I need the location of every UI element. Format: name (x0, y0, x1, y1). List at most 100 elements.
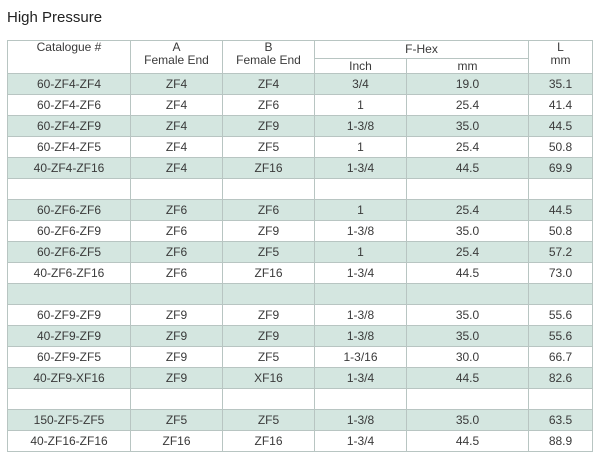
cell-a: ZF4 (130, 136, 223, 158)
cell-mm: 25.4 (405, 241, 530, 263)
cell-inch: 1 (314, 136, 407, 158)
table-row: 60-ZF6-ZF9 ZF6 ZF9 1-3/8 35.0 50.8 (7, 220, 594, 242)
cell-b: ZF5 (222, 346, 315, 368)
cell-catalogue: 60-ZF6-ZF5 (7, 241, 131, 263)
cell-inch (314, 178, 407, 200)
table-row-spacer (7, 283, 594, 305)
cell-mm: 44.5 (405, 367, 530, 389)
cell-catalogue: 40-ZF6-ZF16 (7, 262, 131, 284)
cell-a: ZF9 (130, 325, 223, 347)
cell-l: 82.6 (528, 367, 594, 389)
cell-b: XF16 (222, 367, 315, 389)
table-row: 60-ZF4-ZF5 ZF4 ZF5 1 25.4 50.8 (7, 136, 594, 158)
table-row: 40-ZF4-ZF16 ZF4 ZF16 1-3/4 44.5 69.9 (7, 157, 594, 179)
header-mm: mm (405, 58, 530, 74)
cell-a (130, 388, 223, 410)
cell-l: 44.5 (528, 199, 594, 221)
cell-catalogue: 60-ZF4-ZF4 (7, 73, 131, 95)
table-row: 60-ZF4-ZF9 ZF4 ZF9 1-3/8 35.0 44.5 (7, 115, 594, 137)
table-row: 60-ZF4-ZF4 ZF4 ZF4 3/4 19.0 35.1 (7, 73, 594, 95)
cell-b: ZF5 (222, 409, 315, 431)
cell-a: ZF4 (130, 73, 223, 95)
header-catalogue: Catalogue # (7, 40, 131, 74)
cell-l: 55.6 (528, 304, 594, 326)
cell-l (528, 388, 594, 410)
cell-l (528, 178, 594, 200)
cell-catalogue: 40-ZF16-ZF16 (7, 430, 131, 452)
cell-l: 63.5 (528, 409, 594, 431)
cell-mm: 44.5 (405, 430, 530, 452)
cell-b (222, 388, 315, 410)
header-b: B Female End (222, 40, 315, 74)
cell-mm: 30.0 (405, 346, 530, 368)
cell-mm (405, 388, 530, 410)
fittings-table: Catalogue # A Female End B Female End F-… (7, 40, 594, 452)
table-row: 40-ZF16-ZF16 ZF16 ZF16 1-3/4 44.5 88.9 (7, 430, 594, 452)
table-row: 40-ZF6-ZF16 ZF6 ZF16 1-3/4 44.5 73.0 (7, 262, 594, 284)
cell-a: ZF6 (130, 220, 223, 242)
cell-mm: 35.0 (405, 304, 530, 326)
cell-inch: 1-3/4 (314, 157, 407, 179)
cell-catalogue: 40-ZF9-XF16 (7, 367, 131, 389)
cell-mm: 25.4 (405, 136, 530, 158)
cell-a (130, 178, 223, 200)
cell-inch: 1-3/4 (314, 262, 407, 284)
cell-l: 55.6 (528, 325, 594, 347)
cell-inch (314, 388, 407, 410)
cell-mm: 25.4 (405, 94, 530, 116)
cell-l: 44.5 (528, 115, 594, 137)
table-row: 60-ZF6-ZF6 ZF6 ZF6 1 25.4 44.5 (7, 199, 594, 221)
table-row: 60-ZF4-ZF6 ZF4 ZF6 1 25.4 41.4 (7, 94, 594, 116)
cell-b: ZF6 (222, 199, 315, 221)
cell-mm: 19.0 (405, 73, 530, 95)
table-row: 150-ZF5-ZF5 ZF5 ZF5 1-3/8 35.0 63.5 (7, 409, 594, 431)
cell-a: ZF16 (130, 430, 223, 452)
cell-mm: 44.5 (405, 262, 530, 284)
cell-a: ZF4 (130, 94, 223, 116)
cell-a: ZF6 (130, 262, 223, 284)
cell-inch: 1-3/16 (314, 346, 407, 368)
table-row: 60-ZF9-ZF5 ZF9 ZF5 1-3/16 30.0 66.7 (7, 346, 594, 368)
header-fhex: F-Hex (313, 40, 530, 59)
table-row-spacer (7, 178, 594, 200)
cell-b: ZF16 (222, 262, 315, 284)
cell-l: 73.0 (528, 262, 594, 284)
cell-b: ZF9 (222, 220, 315, 242)
cell-b: ZF6 (222, 94, 315, 116)
cell-b: ZF9 (222, 115, 315, 137)
cell-mm: 35.0 (405, 220, 530, 242)
cell-inch: 1-3/8 (314, 325, 407, 347)
cell-inch: 1-3/8 (314, 409, 407, 431)
cell-mm: 44.5 (405, 157, 530, 179)
cell-mm (405, 178, 530, 200)
cell-catalogue: 60-ZF4-ZF6 (7, 94, 131, 116)
cell-a (130, 283, 223, 305)
cell-catalogue: 60-ZF4-ZF5 (7, 136, 131, 158)
cell-l: 57.2 (528, 241, 594, 263)
cell-l: 66.7 (528, 346, 594, 368)
cell-l: 69.9 (528, 157, 594, 179)
table-body: 60-ZF4-ZF4 ZF4 ZF4 3/4 19.0 35.1 60-ZF4-ZF6 ZF4… (7, 73, 594, 452)
header-l: L mm (528, 40, 594, 74)
cell-catalogue (7, 178, 131, 200)
cell-catalogue: 60-ZF6-ZF6 (7, 199, 131, 221)
cell-mm (405, 283, 530, 305)
cell-catalogue: 40-ZF4-ZF16 (7, 157, 131, 179)
cell-l (528, 283, 594, 305)
header-a: A Female End (130, 40, 223, 74)
table-row: 60-ZF6-ZF5 ZF6 ZF5 1 25.4 57.2 (7, 241, 594, 263)
cell-inch: 1 (314, 241, 407, 263)
cell-mm: 35.0 (405, 115, 530, 137)
cell-b: ZF16 (222, 430, 315, 452)
cell-catalogue (7, 283, 131, 305)
cell-a: ZF6 (130, 199, 223, 221)
cell-b: ZF16 (222, 157, 315, 179)
cell-mm: 35.0 (405, 325, 530, 347)
cell-inch (314, 283, 407, 305)
cell-a: ZF9 (130, 367, 223, 389)
cell-b (222, 283, 315, 305)
cell-catalogue: 150-ZF5-ZF5 (7, 409, 131, 431)
cell-mm: 35.0 (405, 409, 530, 431)
cell-l: 41.4 (528, 94, 594, 116)
cell-inch: 3/4 (314, 73, 407, 95)
